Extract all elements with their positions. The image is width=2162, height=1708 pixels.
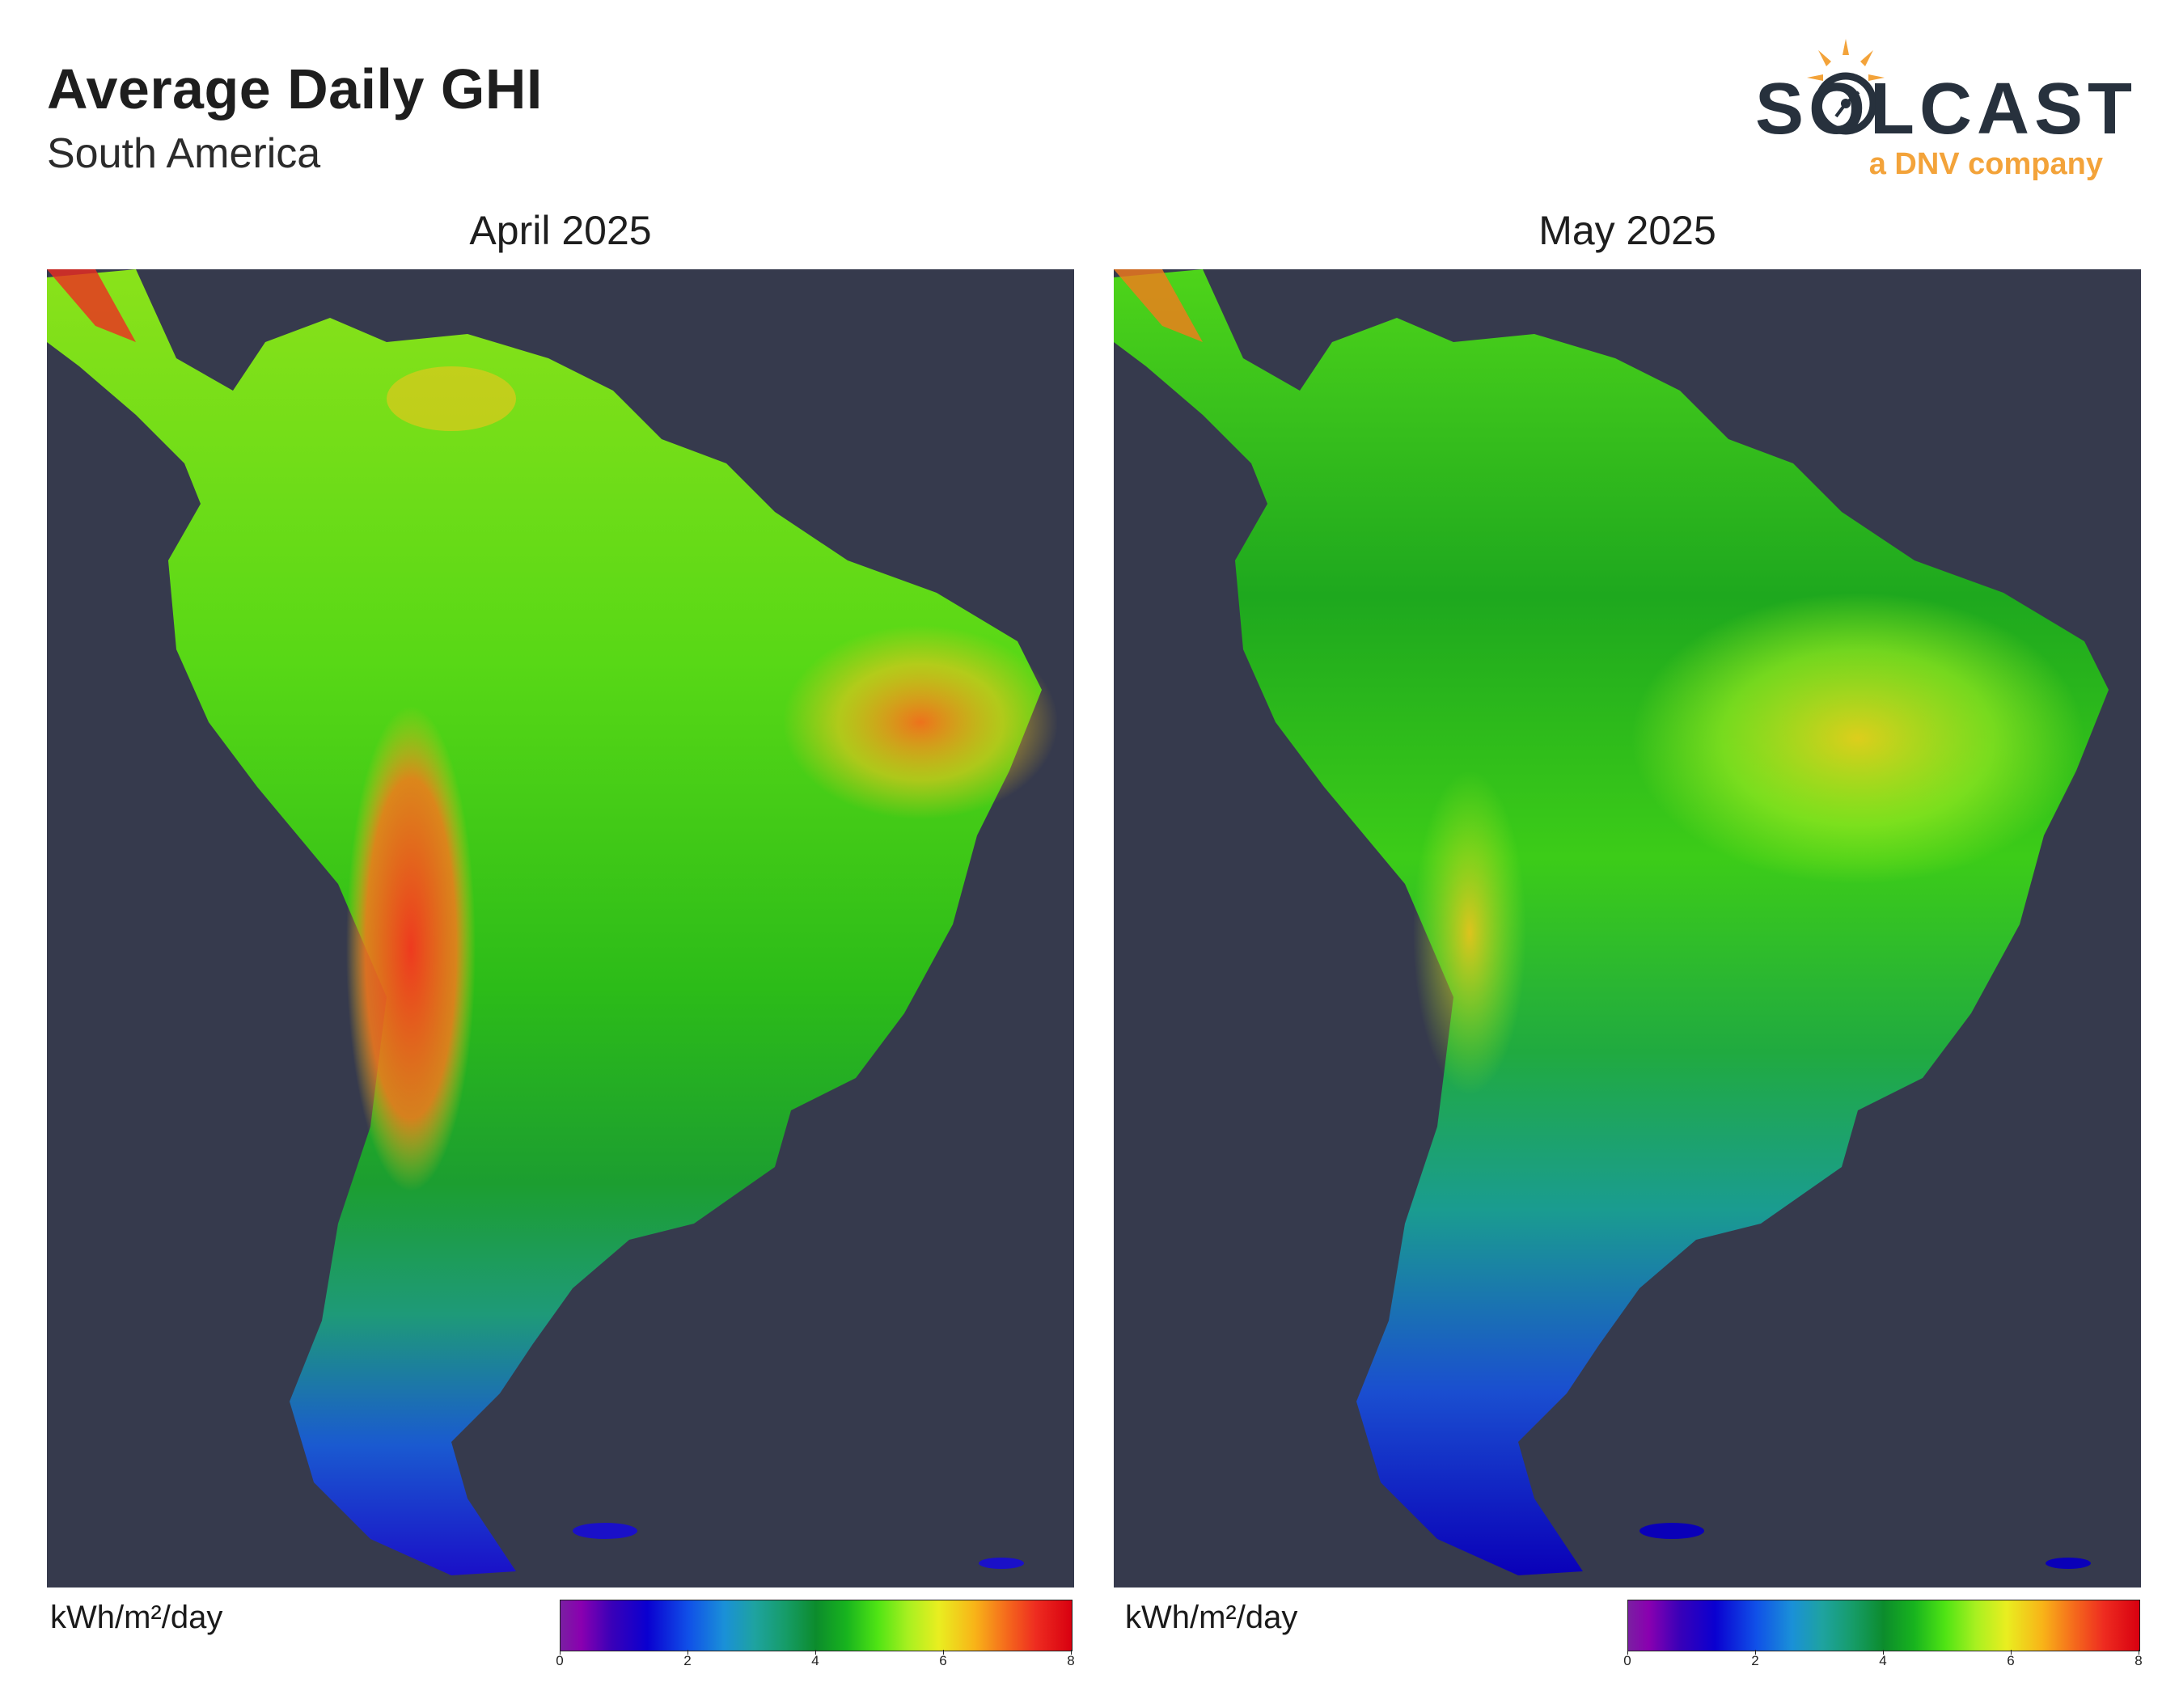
colorbar-tick: 8 bbox=[2134, 1653, 2143, 1668]
logo-wordmark: SOLCAST bbox=[1755, 69, 2138, 150]
south-america-heatmap-april bbox=[47, 269, 1058, 1575]
colorbar-tick: 6 bbox=[2007, 1653, 2015, 1668]
colorbar-tick: 0 bbox=[556, 1653, 564, 1668]
ghi-map-may[interactable] bbox=[1114, 269, 2141, 1588]
colorbar-tick: 4 bbox=[1879, 1653, 1887, 1668]
colorbar-tick: 2 bbox=[683, 1653, 692, 1668]
colorbar-tick: 2 bbox=[1751, 1653, 1759, 1668]
colorbar-tick: 0 bbox=[1623, 1653, 1631, 1668]
south-america-heatmap-may bbox=[1114, 269, 2109, 1575]
colorbar-tick: 4 bbox=[811, 1653, 819, 1668]
colorbar-tick: 6 bbox=[939, 1653, 947, 1668]
colorbar-tick: 8 bbox=[1067, 1653, 1075, 1668]
colorbar-unit-may: kWh/m²/day bbox=[1125, 1600, 1298, 1635]
panel-title-may: May 2025 bbox=[1538, 208, 1716, 253]
page-subtitle: South America bbox=[47, 130, 321, 177]
colorbar-april bbox=[560, 1600, 1073, 1651]
ghi-map-april[interactable] bbox=[47, 269, 1074, 1588]
continent-shape bbox=[47, 269, 1042, 1575]
colorbar-unit-april: kWh/m²/day bbox=[50, 1600, 223, 1635]
colorbar-may bbox=[1627, 1600, 2140, 1651]
logo-tagline: a DNV company bbox=[1868, 147, 2103, 181]
sun-circuit-logo-icon bbox=[1807, 39, 1885, 135]
panel-title-april: April 2025 bbox=[469, 208, 652, 253]
continent-shape bbox=[1114, 269, 2109, 1575]
solcast-logo: SOLCAST a DNV company bbox=[1747, 32, 2132, 194]
page-title: Average Daily GHI bbox=[47, 57, 543, 120]
